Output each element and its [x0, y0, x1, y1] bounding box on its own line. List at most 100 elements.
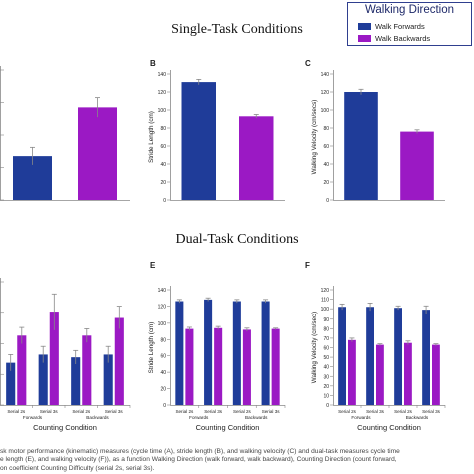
- bar-c-1: [400, 131, 434, 200]
- bar-f-0-1: [348, 339, 356, 405]
- group-label-f-1: Backwards: [406, 415, 429, 420]
- x-tick-label-d-1: Serial 3s: [40, 409, 59, 414]
- bar-a-1: [78, 107, 117, 200]
- dual-task-title: Dual-Task Conditions: [175, 232, 299, 247]
- y-tick-label-b-4: 80: [160, 126, 166, 132]
- x-tick-label-f-2: Serial 2s: [394, 409, 413, 414]
- figure-caption: sk motor performance (kinematic) measure…: [0, 448, 474, 473]
- legend-label-backwards: Walk Backwards: [375, 34, 431, 43]
- y-tick-label-f-1: 10: [323, 393, 329, 399]
- y-tick-label-f-0: 0: [326, 403, 329, 409]
- y-tick-label-c-0: 0: [326, 198, 329, 204]
- bar-f-3-1: [432, 344, 440, 405]
- legend-swatch-forwards: [358, 23, 371, 30]
- y-tick-label-f-8: 80: [323, 326, 329, 332]
- y-tick-label-c-2: 40: [323, 162, 329, 168]
- x-tick-label-d-0: Serial 2s: [7, 409, 26, 414]
- y-axis-label-f: Walking Velocity (cm/sec): [311, 312, 318, 384]
- bar-d-1-0: [38, 354, 48, 405]
- bar-f-1-0: [366, 307, 374, 405]
- y-tick-label-b-3: 60: [160, 144, 166, 150]
- y-tick-label-e-0: 0: [163, 403, 166, 409]
- legend-item-forwards: Walk Forwards: [358, 21, 425, 32]
- bar-f-3-0: [422, 310, 430, 405]
- y-tick-label-c-5: 100: [321, 108, 330, 114]
- bar-d-0-1: [17, 335, 27, 405]
- y-tick-label-f-4: 40: [323, 365, 329, 371]
- bar-d-1-1: [49, 312, 59, 405]
- caption-line-2: e length (E), and walking velocity (F)),…: [0, 456, 397, 464]
- legend: Walking Direction Walk Forwards Walk Bac…: [347, 2, 472, 46]
- bar-b-0: [181, 82, 216, 200]
- legend-title: Walking Direction: [364, 4, 455, 16]
- panel-label-b: B: [150, 59, 156, 68]
- bar-e-3-0: [261, 301, 270, 405]
- y-tick-label-f-9: 90: [323, 317, 329, 323]
- bar-f-2-1: [404, 342, 412, 405]
- y-tick-label-f-10: 100: [321, 307, 330, 313]
- bar-f-0-0: [338, 307, 346, 405]
- y-tick-label-f-6: 60: [323, 346, 329, 352]
- y-axis-label-e: Stride Length (cm): [148, 322, 155, 374]
- y-tick-label-e-5: 100: [158, 321, 167, 327]
- y-tick-label-b-2: 40: [160, 162, 166, 168]
- y-tick-label-e-1: 20: [160, 387, 166, 393]
- y-axis-label-c: Walking Velocity (cm/secs): [311, 100, 318, 175]
- x-axis-label-e: Counting Condition: [196, 423, 260, 432]
- group-label-e-0: Forwards: [189, 415, 209, 420]
- y-tick-label-b-6: 120: [158, 90, 167, 96]
- bar-e-3-1: [271, 328, 280, 405]
- bar-e-0-0: [175, 301, 184, 405]
- y-tick-label-f-12: 120: [321, 288, 330, 294]
- y-tick-label-b-7: 140: [158, 72, 167, 78]
- bar-c-0: [344, 92, 378, 200]
- y-tick-label-f-2: 20: [323, 384, 329, 390]
- y-tick-label-f-3: 30: [323, 374, 329, 380]
- bar-e-1-1: [214, 327, 223, 405]
- bar-d-2-0: [71, 357, 81, 405]
- bar-d-3-0: [103, 354, 113, 405]
- legend-item-backwards: Walk Backwards: [358, 33, 430, 44]
- x-tick-label-f-0: Serial 2s: [338, 409, 357, 414]
- group-label-d-1: Backwards: [86, 415, 109, 420]
- bar-f-2-0: [394, 308, 402, 405]
- x-tick-label-f-3: Serial 3s: [422, 409, 441, 414]
- legend-swatch-backwards: [358, 35, 371, 42]
- legend-label-forwards: Walk Forwards: [375, 22, 425, 31]
- bar-d-0-0: [6, 362, 16, 405]
- y-tick-label-c-7: 140: [321, 72, 330, 78]
- y-tick-label-b-0: 0: [163, 198, 166, 204]
- y-tick-label-c-1: 20: [323, 180, 329, 186]
- y-tick-label-c-6: 120: [321, 90, 330, 96]
- x-axis-label-f: Counting Condition: [357, 423, 421, 432]
- bar-e-2-1: [242, 329, 251, 405]
- y-tick-label-e-3: 60: [160, 354, 166, 360]
- x-tick-label-e-1: Serial 3s: [204, 409, 223, 414]
- bar-d-3-1: [114, 317, 124, 405]
- x-tick-label-e-2: Serial 2s: [233, 409, 252, 414]
- single-task-title: Single-Task Conditions: [171, 22, 303, 37]
- x-tick-label-d-3: Serial 3s: [105, 409, 124, 414]
- panel-label-e: E: [150, 261, 156, 270]
- bar-e-0-1: [185, 328, 194, 405]
- group-label-f-0: Forwards: [351, 415, 371, 420]
- y-tick-label-f-11: 110: [321, 298, 329, 304]
- caption-line-1: sk motor performance (kinematic) measure…: [0, 448, 400, 455]
- y-tick-label-e-6: 120: [158, 304, 167, 310]
- y-tick-label-f-5: 50: [323, 355, 329, 361]
- group-label-e-1: Backwards: [245, 415, 268, 420]
- caption-line-3: on coefficient Counting Difficulty (seri…: [0, 464, 155, 472]
- panel-label-f: F: [305, 261, 310, 270]
- y-tick-label-f-7: 70: [323, 336, 329, 342]
- y-tick-label-c-4: 80: [323, 126, 329, 132]
- y-tick-label-b-1: 20: [160, 180, 166, 186]
- x-tick-label-f-1: Serial 3s: [366, 409, 385, 414]
- y-axis-label-b: Stride Length (cm): [148, 111, 155, 163]
- y-tick-label-b-5: 100: [158, 108, 167, 114]
- bar-d-2-1: [82, 335, 92, 405]
- y-tick-label-e-2: 40: [160, 370, 166, 376]
- group-label-d-0: Forwards: [23, 415, 43, 420]
- panel-label-c: C: [305, 59, 311, 68]
- bar-b-1: [239, 116, 274, 200]
